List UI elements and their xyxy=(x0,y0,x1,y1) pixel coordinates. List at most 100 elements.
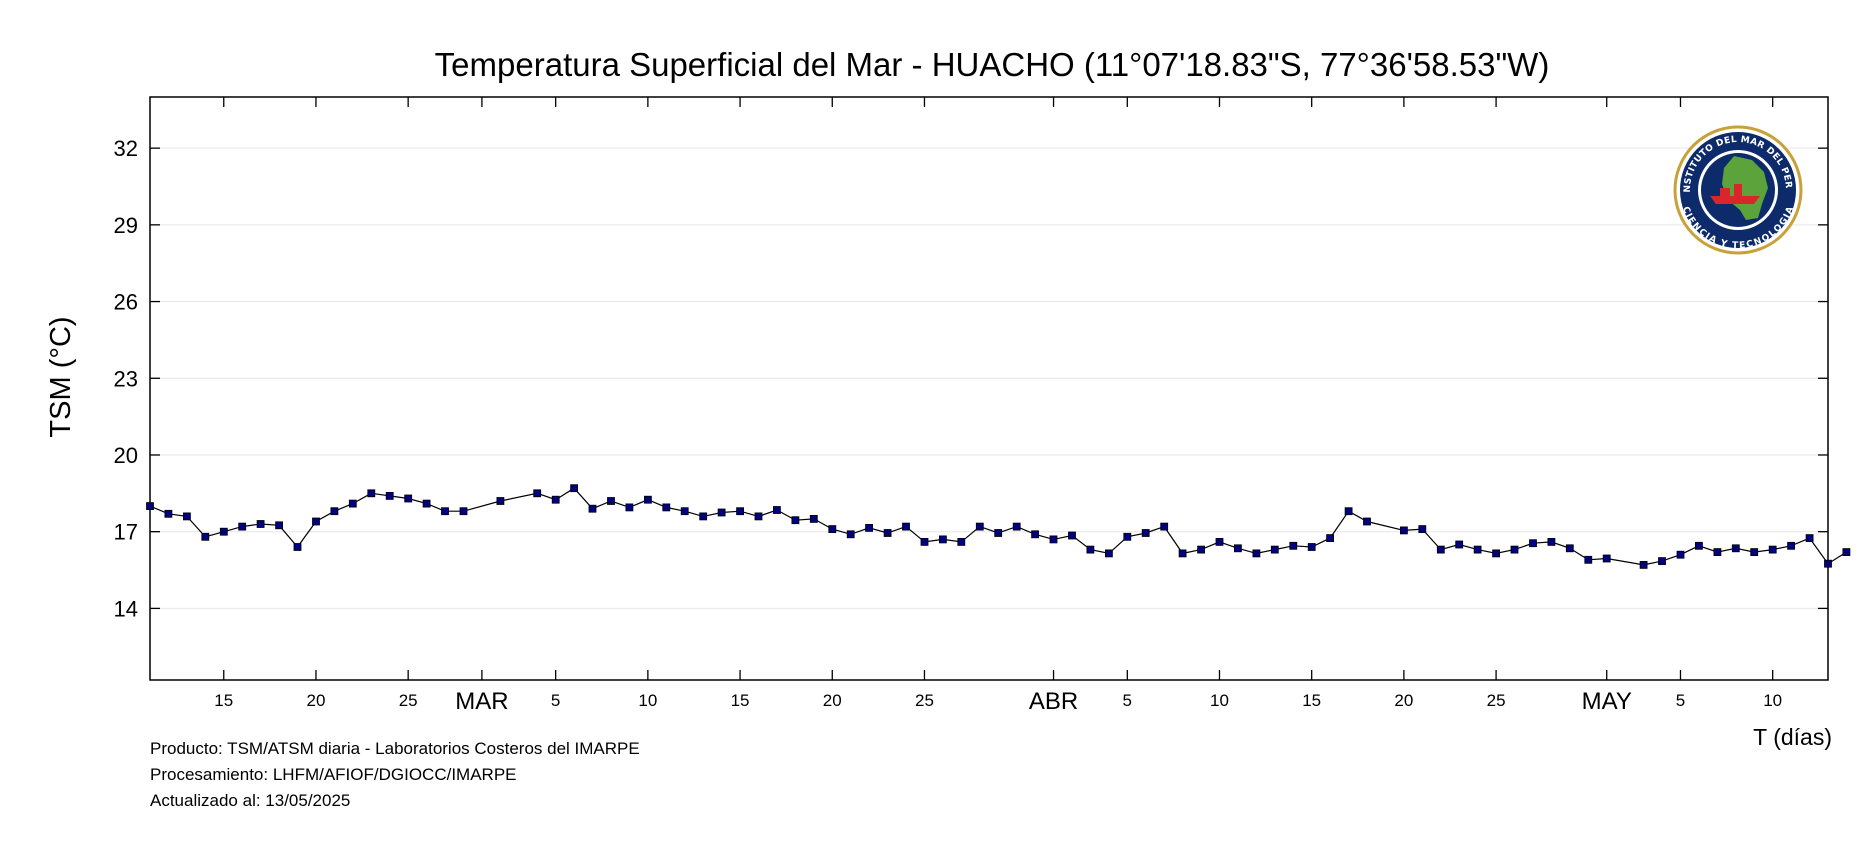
data-point xyxy=(1270,545,1279,554)
data-point xyxy=(146,502,154,511)
data-point xyxy=(1455,540,1464,549)
data-point xyxy=(1178,549,1187,558)
footer-product: Producto: TSM/ATSM diaria - Laboratorios… xyxy=(150,739,640,758)
y-tick-label: 29 xyxy=(114,213,138,238)
horizontal-gridlines xyxy=(150,147,1828,609)
data-point xyxy=(312,517,320,526)
data-point xyxy=(607,497,615,505)
data-point xyxy=(920,538,929,546)
x-day-label: 20 xyxy=(823,691,842,710)
data-point xyxy=(644,495,652,504)
data-point xyxy=(441,507,449,516)
data-point xyxy=(1713,548,1722,556)
tsm-series xyxy=(146,484,1851,569)
data-point xyxy=(293,543,302,551)
data-point xyxy=(1068,531,1076,540)
data-point xyxy=(459,507,468,516)
x-day-label: 20 xyxy=(1394,691,1413,710)
data-point xyxy=(975,522,984,531)
data-point xyxy=(1584,555,1593,564)
data-point xyxy=(238,522,247,531)
y-tick-label: 32 xyxy=(114,136,138,161)
data-point xyxy=(1049,535,1058,544)
data-point xyxy=(1234,544,1242,553)
data-point xyxy=(1639,561,1648,569)
data-point xyxy=(865,524,873,532)
y-tick-label: 17 xyxy=(114,520,138,545)
data-point xyxy=(1344,507,1353,516)
data-point xyxy=(404,494,413,503)
data-point xyxy=(902,522,910,531)
footer-updated: Actualizado al: 13/05/2025 xyxy=(150,791,350,810)
data-point xyxy=(717,508,726,517)
y-tick-label: 20 xyxy=(114,443,138,468)
x-tick-labels: 15 20 25 MAR 5 10 15 20 25 ABR 5 10 15 20 25 MAY 5 10 xyxy=(214,688,1782,715)
data-point xyxy=(994,529,1003,537)
data-point xyxy=(1160,522,1169,531)
data-point xyxy=(809,515,818,523)
data-point xyxy=(1473,545,1482,554)
x-day-label: 15 xyxy=(731,691,750,710)
data-point xyxy=(1695,541,1703,550)
plot-area xyxy=(149,96,1829,681)
data-point xyxy=(1824,559,1832,568)
x-day-label: 15 xyxy=(1302,691,1321,710)
data-point xyxy=(533,489,542,498)
data-point xyxy=(1418,525,1427,533)
data-point xyxy=(256,520,265,528)
x-month-label: ABR xyxy=(1029,688,1078,715)
imarpe-logo: INSTITUTO DEL MAR DEL PERU CIENCIA Y TEC… xyxy=(1673,125,1803,255)
data-point xyxy=(219,527,228,536)
data-point xyxy=(330,507,339,516)
data-point xyxy=(1197,545,1205,554)
data-point xyxy=(1086,545,1095,554)
data-point xyxy=(1363,517,1371,526)
data-point xyxy=(699,512,708,521)
data-point xyxy=(1436,545,1445,554)
data-point xyxy=(1141,529,1150,537)
data-point xyxy=(1326,534,1334,542)
y-tick-label: 23 xyxy=(114,366,138,391)
data-point xyxy=(367,489,376,498)
data-point xyxy=(680,507,689,516)
data-point xyxy=(1602,554,1611,563)
x-day-label: 25 xyxy=(1487,691,1506,710)
data-point xyxy=(883,529,892,537)
x-day-label: 5 xyxy=(1676,691,1685,710)
axis-ticks xyxy=(150,97,1828,680)
data-point xyxy=(1658,557,1666,565)
data-point xyxy=(588,504,597,513)
data-point xyxy=(570,484,578,493)
data-point xyxy=(662,503,671,512)
y-tick-labels: 14 17 20 23 26 29 32 xyxy=(114,136,138,621)
data-point xyxy=(736,507,744,516)
data-point xyxy=(625,503,634,512)
x-day-label: 25 xyxy=(399,691,418,710)
data-point xyxy=(828,525,837,533)
data-point xyxy=(791,516,800,525)
x-day-label: 25 xyxy=(915,691,934,710)
data-point xyxy=(201,532,210,541)
y-axis-label: TSM (°C) xyxy=(45,316,77,437)
x-day-label: 5 xyxy=(551,691,560,710)
data-point xyxy=(939,535,947,544)
y-tick-label: 26 xyxy=(114,290,138,315)
data-point xyxy=(348,499,357,508)
data-point xyxy=(1565,544,1574,553)
data-point xyxy=(1787,541,1795,550)
x-axis-label: T (días) xyxy=(1753,724,1832,750)
x-day-label: 10 xyxy=(1210,691,1229,710)
x-day-label: 15 xyxy=(214,691,233,710)
data-point xyxy=(1842,548,1851,556)
x-day-label: 10 xyxy=(1763,691,1782,710)
data-point xyxy=(1252,549,1261,558)
data-point xyxy=(1031,530,1039,539)
data-point xyxy=(1731,544,1740,553)
data-point xyxy=(1400,526,1408,535)
data-point xyxy=(1510,545,1519,554)
data-point xyxy=(422,499,431,508)
data-point xyxy=(754,512,763,521)
x-day-label: 10 xyxy=(638,691,657,710)
ship-icon xyxy=(1710,184,1760,204)
